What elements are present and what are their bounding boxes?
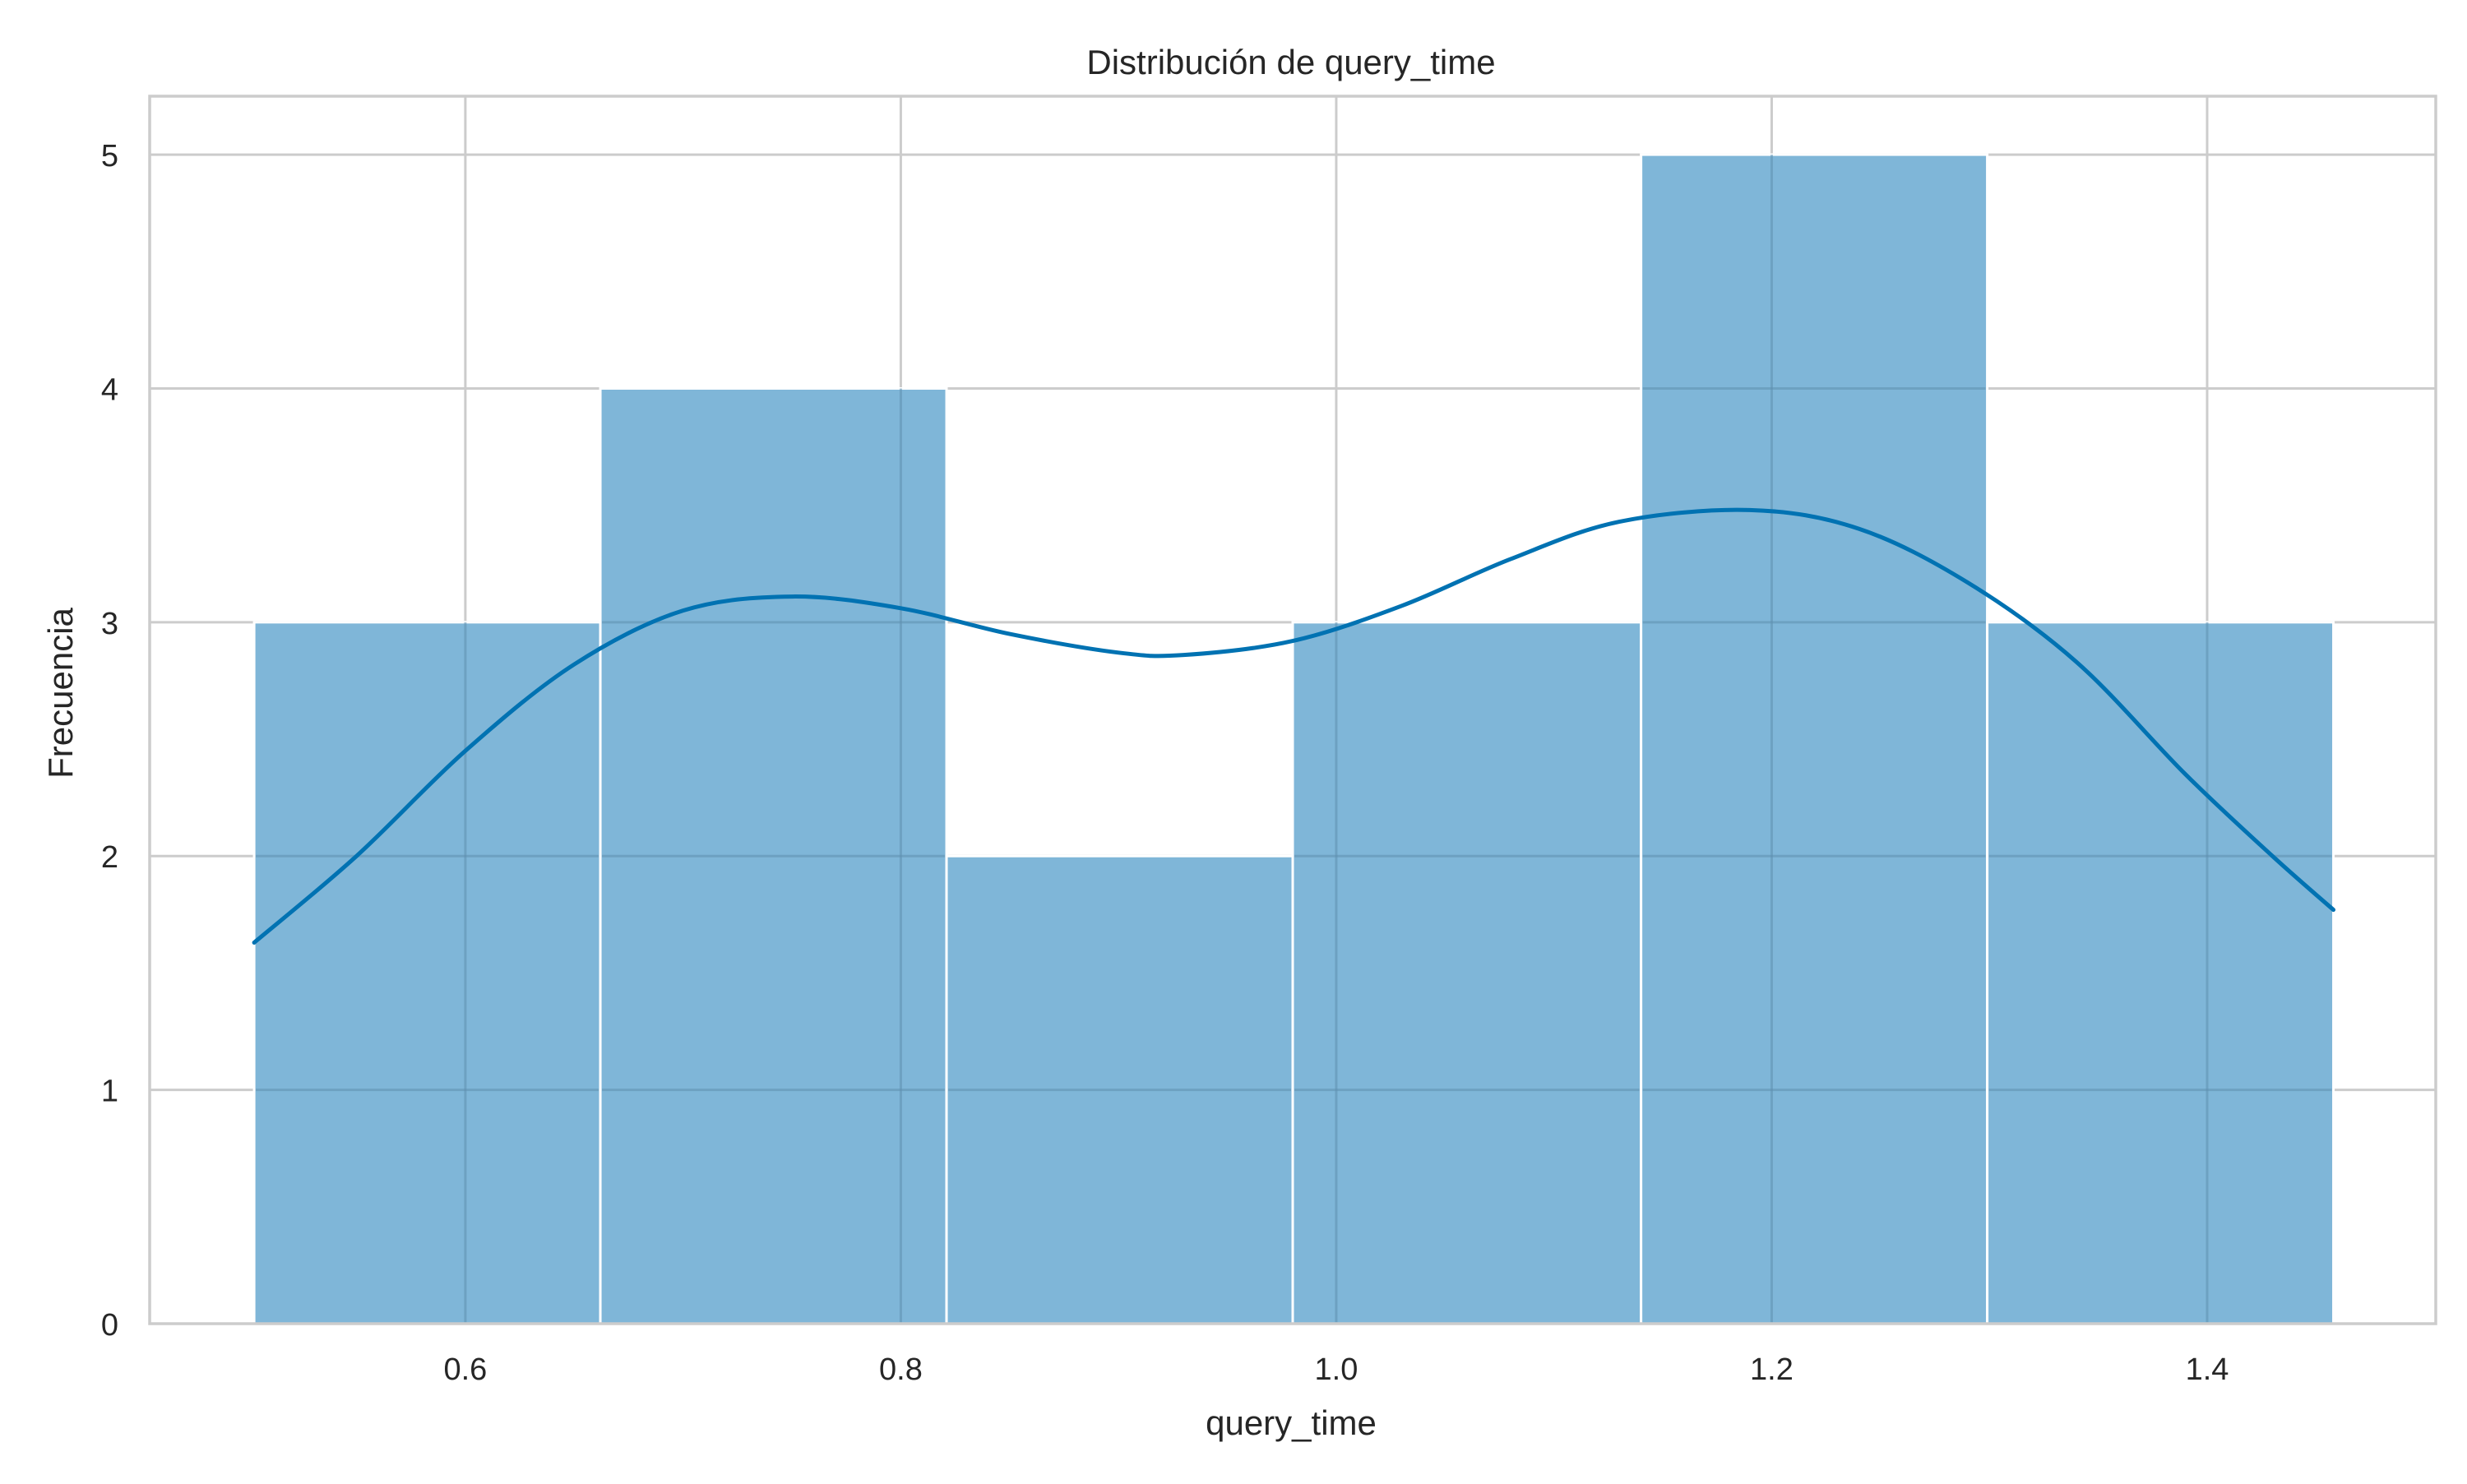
y-axis-label: Frecuencia [41,607,80,778]
bars-layer [252,153,2335,1325]
x-axis-label: query_time [1206,1403,1377,1442]
plot-frame [148,95,2437,1325]
x-tick-label-4: 1.4 [2186,1352,2229,1387]
histogram-bar-3 [1291,621,1643,1325]
y-tick-label-5: 5 [101,139,118,173]
x-tick-label-1: 0.8 [879,1352,923,1387]
axes-layer [148,95,2437,1325]
y-tick-label-1: 1 [101,1075,118,1109]
y-tick-label-3: 3 [101,607,118,641]
chart-title: Distribución de query_time [1086,43,1495,81]
y-tick-label-4: 4 [101,372,118,407]
y-tick-label-0: 0 [101,1308,118,1343]
histogram-bar-4 [1640,153,1989,1325]
labels-layer: Distribución de query_time query_time Fr… [41,43,2229,1442]
x-tick-label-2: 1.0 [1315,1352,1358,1387]
x-tick-label-3: 1.2 [1750,1352,1794,1387]
histogram-bar-5 [1986,621,2335,1325]
x-tick-label-0: 0.6 [443,1352,487,1387]
y-tick-label-2: 2 [101,840,118,875]
histogram-bar-0 [252,621,602,1325]
kde-layer [252,507,2336,945]
kde-curve [252,507,2336,945]
